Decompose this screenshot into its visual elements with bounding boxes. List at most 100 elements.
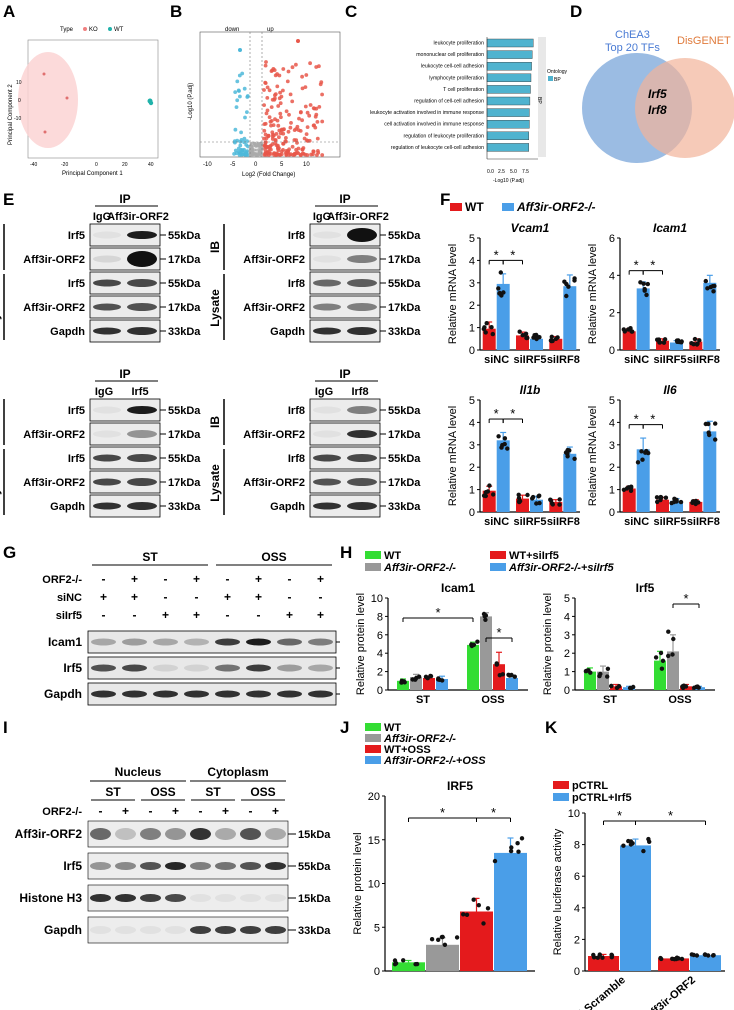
treatment-sign: +	[122, 804, 129, 818]
go-xlabel: -Log10 (P.adj)	[493, 178, 524, 184]
volcano-point	[265, 85, 270, 90]
blot-kda: 55kDa	[168, 230, 201, 242]
go-xtick: 7.5	[522, 169, 529, 175]
volcano-point	[273, 138, 278, 143]
panel-j-chart: WTAff3ir-ORF2-/-WT+OSSAff3ir-ORF2-/-+OSS…	[352, 722, 535, 978]
data-point	[476, 903, 481, 908]
panel-letter-j: J	[340, 718, 350, 737]
volcano-point	[320, 92, 324, 97]
bar	[563, 453, 577, 512]
blot-row-label: Irf8	[288, 453, 305, 465]
chart-title: Icam1	[441, 581, 475, 595]
data-point	[691, 952, 696, 958]
lane-label: IgG	[93, 211, 111, 223]
volcano-point	[285, 79, 290, 84]
blot-band	[347, 454, 377, 462]
x-category-label: siNC	[484, 354, 509, 366]
data-point	[442, 942, 448, 947]
volcano-point	[269, 147, 273, 152]
group-label: OSS	[150, 785, 175, 799]
group-label: ST	[205, 785, 221, 799]
y-tick-label: 4	[469, 255, 475, 267]
blot-kda: 17kDa	[388, 254, 421, 266]
volcano-point	[233, 127, 238, 132]
venn-overlap-2: Irf8	[648, 103, 667, 117]
panel-letter-h: H	[340, 543, 353, 562]
data-point	[557, 497, 562, 502]
volcano-point	[296, 128, 301, 132]
volcano-point	[288, 125, 293, 130]
pca-point	[148, 100, 154, 106]
blot-kda: 33kDa	[388, 326, 421, 338]
x-category-label: siIRF5	[513, 354, 546, 366]
blot-band	[313, 502, 341, 510]
data-point	[429, 937, 435, 942]
data-point	[671, 636, 676, 642]
blot-band	[190, 828, 211, 840]
venn-right-circle	[635, 58, 734, 158]
data-point	[627, 685, 633, 691]
volcano-point	[305, 153, 310, 157]
volcano-up-label: up	[267, 27, 274, 33]
treatment-sign: +	[193, 572, 200, 586]
treatment-sign: +	[131, 590, 138, 604]
blot-kda: 55kDa	[388, 405, 421, 417]
volcano-plot: down up -10 -5 0 5 10 Log2 (Fold Change)…	[188, 27, 341, 178]
lane-label: Aff3ir-ORF2	[327, 211, 389, 223]
panel-letter-k: K	[545, 718, 558, 737]
data-point	[646, 836, 651, 842]
ib-label: IB	[0, 416, 2, 428]
blot-row-label: Gapdh	[50, 326, 85, 338]
blot-band	[93, 255, 121, 263]
pca-point	[42, 72, 46, 76]
data-point	[712, 283, 717, 289]
volcano-point	[239, 130, 243, 135]
go-term-label: lymphocyte proliferation	[429, 75, 484, 81]
volcano-point	[270, 142, 275, 147]
data-point	[641, 848, 646, 854]
data-point	[674, 338, 680, 343]
volcano-point	[242, 136, 247, 141]
blot-band	[184, 638, 209, 646]
data-point	[564, 293, 569, 299]
blot-band	[140, 862, 161, 870]
data-point	[501, 290, 506, 295]
data-point	[692, 336, 698, 342]
venn-diagram: ChEA3 Top 20 TFs DisGENET Irf5 Irf8	[582, 29, 734, 163]
pca-ytick: 10	[16, 80, 22, 86]
volcano-point	[262, 103, 266, 107]
volcano-point	[292, 128, 297, 132]
blot-band	[127, 251, 157, 267]
data-point	[464, 912, 470, 917]
blot-row-label: Irf5	[68, 405, 85, 417]
data-point	[517, 329, 522, 334]
legend-label: Aff3ir-ORF2-/-	[383, 733, 456, 745]
significance-star: *	[496, 625, 501, 640]
volcano-point	[290, 99, 295, 104]
treatment-sign: +	[100, 590, 107, 604]
data-point	[639, 449, 644, 454]
data-point	[670, 652, 675, 657]
y-tick-label: 0	[609, 345, 615, 357]
data-point	[635, 460, 641, 465]
bar	[494, 852, 527, 971]
volcano-point	[269, 105, 274, 109]
y-tick-label: 4	[609, 417, 615, 429]
data-point	[666, 653, 671, 659]
bar	[689, 501, 703, 512]
treatment-sign: -	[133, 608, 137, 622]
blot-band	[165, 894, 186, 902]
volcano-point	[287, 112, 291, 117]
blot-band	[347, 478, 377, 486]
blot-kda: 55kDa	[168, 278, 201, 290]
blot-band	[240, 862, 261, 870]
volcano-xtick: 0	[254, 162, 258, 168]
data-point	[679, 956, 685, 962]
bar	[656, 340, 669, 350]
volcano-point	[263, 121, 268, 126]
data-point	[392, 962, 398, 967]
volcano-point	[308, 61, 312, 66]
x-category-label: siIRF5	[653, 354, 686, 366]
blot-band	[308, 664, 333, 672]
ip-label: IP	[339, 367, 350, 381]
